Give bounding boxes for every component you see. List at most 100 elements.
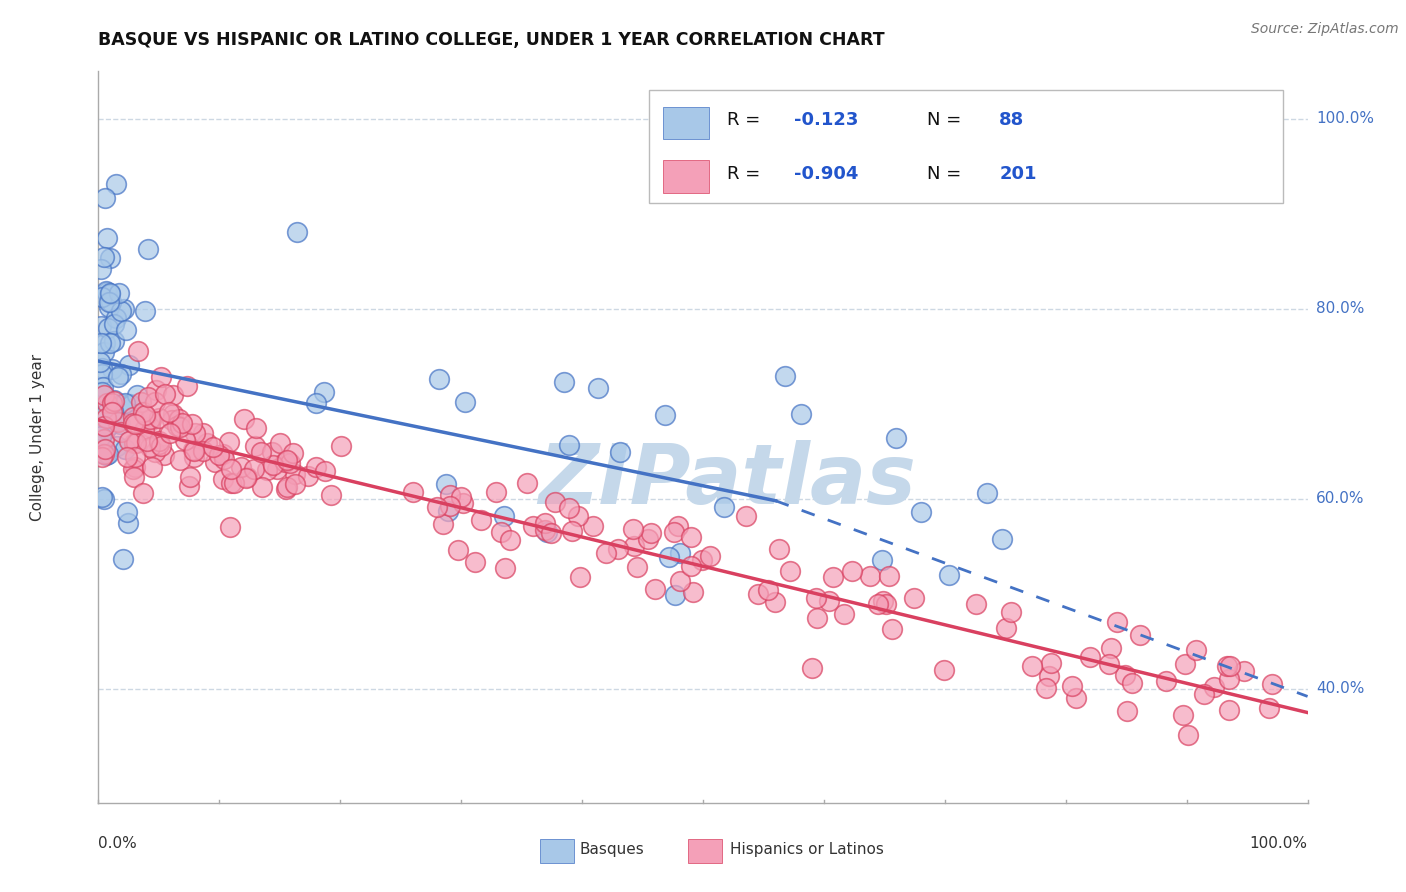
Point — [1114, 667, 1136, 681]
Point — [1258, 701, 1281, 715]
Point — [492, 509, 515, 524]
Point — [93, 418, 115, 433]
Point — [319, 488, 342, 502]
Text: Basques: Basques — [579, 842, 644, 857]
Point — [101, 405, 124, 419]
Point — [790, 407, 813, 421]
Point — [439, 488, 461, 502]
Point — [1105, 615, 1128, 630]
FancyBboxPatch shape — [540, 839, 574, 863]
Point — [212, 452, 235, 467]
Point — [832, 607, 855, 621]
Text: N =: N = — [927, 165, 967, 183]
Point — [669, 574, 692, 588]
Point — [314, 384, 336, 399]
Point — [623, 539, 645, 553]
Point — [153, 387, 176, 401]
Point — [145, 395, 167, 409]
Point — [859, 568, 882, 582]
Point — [103, 334, 125, 348]
Point — [91, 384, 114, 399]
Point — [96, 231, 118, 245]
Point — [108, 417, 131, 431]
Text: 60.0%: 60.0% — [1316, 491, 1364, 507]
Point — [94, 406, 117, 420]
Point — [93, 345, 115, 359]
Point — [330, 439, 353, 453]
Point — [875, 597, 897, 611]
Point — [903, 591, 925, 605]
Point — [114, 301, 136, 316]
Point — [218, 435, 240, 450]
Point — [910, 506, 932, 520]
Point — [183, 443, 205, 458]
Point — [101, 396, 124, 410]
Point — [626, 559, 648, 574]
Point — [747, 587, 769, 601]
Point — [1000, 605, 1022, 619]
Point — [284, 477, 307, 491]
Point — [90, 336, 112, 351]
Point — [100, 294, 122, 309]
Point — [90, 446, 112, 460]
Point — [284, 467, 307, 482]
Point — [97, 321, 120, 335]
Point — [1062, 679, 1084, 693]
Point — [179, 470, 201, 484]
Point — [169, 453, 191, 467]
Point — [262, 458, 284, 472]
Text: 88: 88 — [1000, 112, 1025, 129]
Point — [90, 361, 112, 376]
Point — [148, 434, 170, 449]
Point — [224, 475, 246, 490]
Point — [581, 519, 603, 533]
Point — [93, 432, 115, 446]
Point — [534, 516, 557, 530]
Point — [94, 191, 117, 205]
Point — [90, 262, 112, 277]
Point — [167, 412, 190, 426]
Point — [314, 464, 336, 478]
Point — [152, 449, 174, 463]
Text: -0.123: -0.123 — [794, 112, 858, 129]
Point — [1121, 675, 1143, 690]
Point — [93, 387, 115, 401]
Point — [94, 442, 117, 456]
Point — [276, 453, 298, 467]
Point — [124, 450, 146, 465]
Point — [690, 553, 713, 567]
Point — [150, 439, 173, 453]
Point — [132, 486, 155, 500]
Point — [108, 286, 131, 301]
Point — [453, 496, 475, 510]
Point — [644, 582, 666, 597]
Text: 100.0%: 100.0% — [1316, 112, 1374, 127]
Point — [666, 519, 689, 533]
Point — [114, 442, 136, 457]
Point — [90, 490, 112, 504]
Point — [1078, 650, 1101, 665]
Point — [1261, 677, 1284, 691]
Point — [229, 460, 252, 475]
Point — [553, 375, 575, 389]
Point — [1116, 704, 1139, 718]
Point — [654, 408, 676, 422]
Point — [558, 437, 581, 451]
Point — [485, 484, 508, 499]
Point — [120, 398, 142, 412]
Point — [201, 440, 224, 454]
Point — [91, 450, 114, 464]
Point — [817, 594, 839, 608]
Point — [145, 383, 167, 397]
Point — [434, 476, 457, 491]
Point — [561, 524, 583, 539]
Point — [162, 408, 184, 422]
Point — [1174, 657, 1197, 671]
Point — [103, 404, 125, 418]
Point — [1218, 703, 1240, 717]
Point — [567, 508, 589, 523]
FancyBboxPatch shape — [664, 107, 709, 139]
Point — [1098, 657, 1121, 671]
Point — [735, 508, 758, 523]
Point — [713, 500, 735, 514]
